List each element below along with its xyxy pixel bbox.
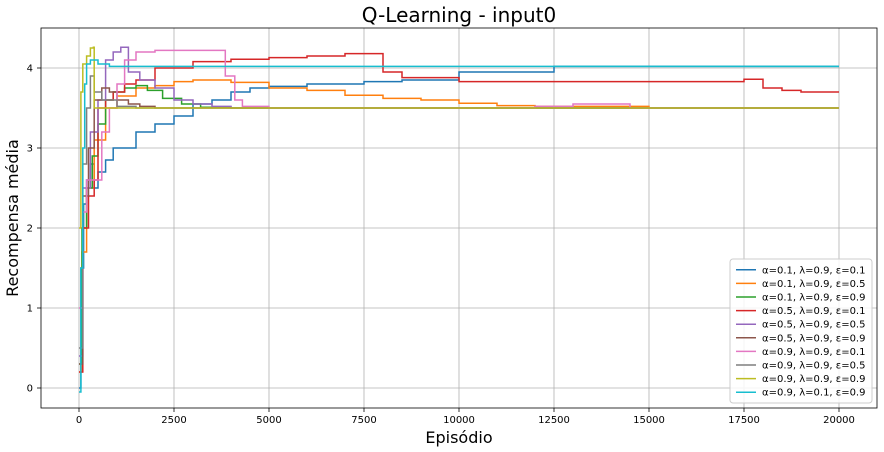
y-tick-label: 4 [27,64,33,75]
legend-entry: α=0.1, λ=0.9, ε=0.9 [762,293,865,304]
series-group [79,46,839,393]
series-line-6 [79,87,839,365]
y-tick-label: 0 [27,384,33,395]
x-tick-label: 12500 [538,415,570,426]
x-tick-label: 15000 [633,415,665,426]
y-tick-label: 2 [27,224,33,235]
x-tick-label: 17500 [728,415,760,426]
series-line-7 [79,49,839,309]
series-line-9 [79,46,839,229]
legend-entry: α=0.9, λ=0.9, ε=0.1 [762,347,865,358]
legend-entry: α=0.9, λ=0.9, ε=0.5 [762,361,865,372]
series-line-10 [79,59,839,393]
y-axis-title: Recompensa média [3,139,22,297]
y-axis-ticks: 0 1 2 3 4 [27,64,41,395]
x-tick-label: 2500 [161,415,186,426]
x-axis-title: Episódio [425,428,492,447]
chart-title: Q-Learning - input0 [362,3,556,27]
x-tick-label: 20000 [823,415,855,426]
legend-entry: α=0.1, λ=0.9, ε=0.1 [762,265,865,276]
y-tick-label: 1 [27,304,33,315]
legend: α=0.1, λ=0.9, ε=0.1 α=0.1, λ=0.9, ε=0.5 α=… [729,258,873,404]
legend-entry: α=0.9, λ=0.1, ε=0.9 [762,388,865,399]
x-tick-label: 0 [76,415,82,426]
x-axis-ticks: 0 2500 5000 7500 10000 12500 15000 17500 20000 [76,408,855,426]
y-tick-label: 3 [27,144,33,155]
legend-box [729,258,873,404]
legend-entry: α=0.5, λ=0.9, ε=0.9 [762,333,865,344]
legend-entry: α=0.5, λ=0.9, ε=0.5 [762,320,865,331]
x-tick-label: 7500 [351,415,376,426]
legend-entry: α=0.9, λ=0.9, ε=0.9 [762,374,865,385]
x-tick-label: 10000 [443,415,475,426]
series-line-2 [79,79,839,373]
x-tick-label: 5000 [256,415,281,426]
legend-entry: α=0.5, λ=0.9, ε=0.1 [762,306,865,317]
legend-entry: α=0.1, λ=0.9, ε=0.5 [762,279,865,290]
